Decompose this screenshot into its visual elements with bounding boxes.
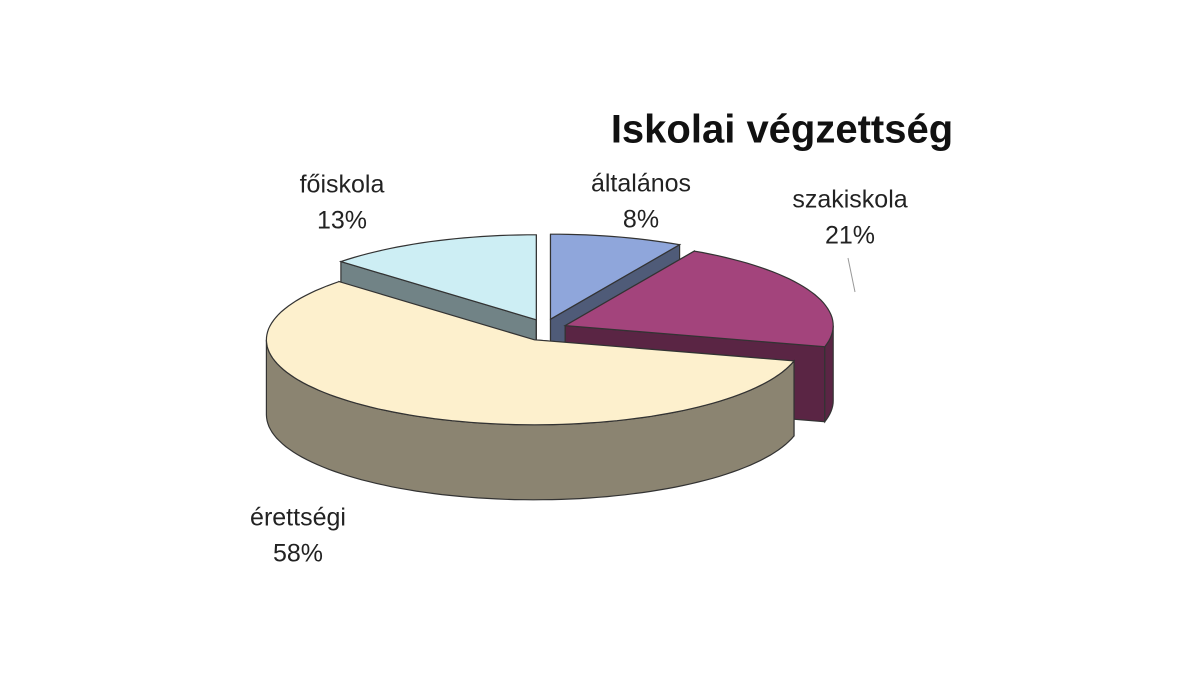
slice-label: érettségi: [250, 504, 346, 532]
slice: [549, 233, 682, 321]
chart-title: Iskolai végzettség: [611, 108, 953, 152]
slice-label: általános: [591, 170, 691, 198]
slice-value-label: 21%: [825, 222, 875, 250]
slice: [563, 250, 834, 348]
leader-line: [847, 257, 856, 293]
slice-label: szakiskola: [792, 186, 907, 214]
slice-label: főiskola: [300, 171, 385, 199]
slice: [338, 234, 537, 321]
slice-value-label: 8%: [623, 206, 659, 234]
slice-value-label: 58%: [273, 540, 323, 568]
slice: [265, 280, 796, 426]
slice-value-label: 13%: [317, 207, 367, 235]
